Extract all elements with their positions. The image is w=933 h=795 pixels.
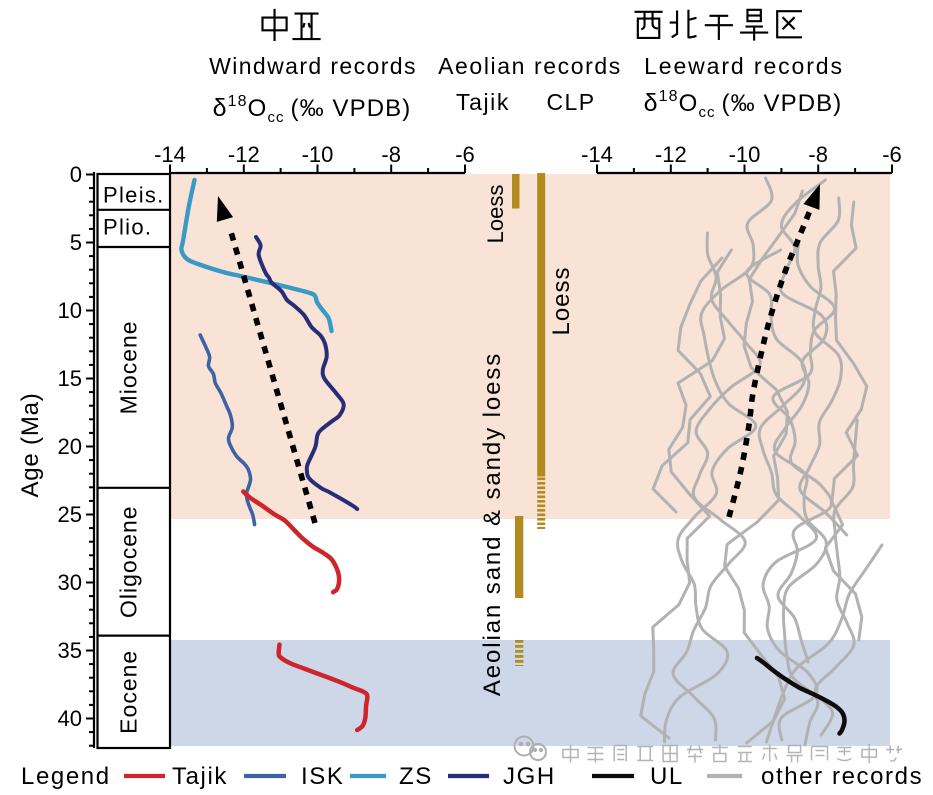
- svg-text:Oligocene: Oligocene: [116, 505, 142, 618]
- svg-text:Windward records: Windward records: [209, 53, 417, 79]
- svg-text:30: 30: [58, 570, 82, 595]
- svg-text:0: 0: [70, 162, 82, 187]
- svg-text:-14: -14: [581, 142, 613, 167]
- svg-text:-14: -14: [154, 142, 186, 167]
- svg-text:-8: -8: [381, 142, 401, 167]
- svg-text:Tajik: Tajik: [456, 89, 510, 115]
- svg-text:JGH: JGH: [503, 763, 556, 790]
- svg-text:Loess: Loess: [548, 266, 575, 335]
- svg-text:25: 25: [58, 502, 82, 527]
- svg-text:Eocene: Eocene: [116, 650, 142, 734]
- svg-text:-8: -8: [808, 142, 828, 167]
- svg-text:δ18Occ (‰ VPDB): δ18Occ (‰ VPDB): [644, 88, 843, 121]
- svg-text:15: 15: [58, 366, 82, 391]
- svg-text:Aeolian records: Aeolian records: [438, 53, 622, 79]
- svg-text:Pleis.: Pleis.: [103, 183, 165, 208]
- svg-text:Leeward records: Leeward records: [644, 53, 844, 79]
- svg-text:20: 20: [58, 434, 82, 459]
- svg-text:other records: other records: [761, 763, 923, 790]
- svg-text:-10: -10: [729, 142, 761, 167]
- svg-text:10: 10: [58, 298, 82, 323]
- svg-text:-10: -10: [302, 142, 334, 167]
- svg-text:ZS: ZS: [399, 763, 433, 790]
- svg-text:UL: UL: [650, 763, 684, 790]
- svg-text:-12: -12: [655, 142, 687, 167]
- svg-text:Age (Ma): Age (Ma): [17, 392, 44, 497]
- svg-text:δ18Occ (‰ VPDB): δ18Occ (‰ VPDB): [213, 93, 412, 126]
- svg-text:-6: -6: [455, 142, 475, 167]
- svg-text:Aeolian sand & sandy loess: Aeolian sand & sandy loess: [479, 352, 506, 696]
- svg-text:35: 35: [58, 638, 82, 663]
- svg-text:-6: -6: [882, 142, 902, 167]
- svg-text:CLP: CLP: [547, 89, 596, 115]
- svg-text:Tajik: Tajik: [172, 763, 228, 790]
- svg-text:Loess: Loess: [483, 185, 508, 244]
- svg-text:Legend: Legend: [21, 763, 111, 790]
- svg-text:ISK: ISK: [301, 763, 344, 790]
- svg-text:Plio.: Plio.: [103, 215, 152, 240]
- svg-text:40: 40: [58, 706, 82, 731]
- svg-text:-12: -12: [228, 142, 260, 167]
- svg-text:Miocene: Miocene: [116, 320, 142, 414]
- svg-text:5: 5: [70, 230, 82, 255]
